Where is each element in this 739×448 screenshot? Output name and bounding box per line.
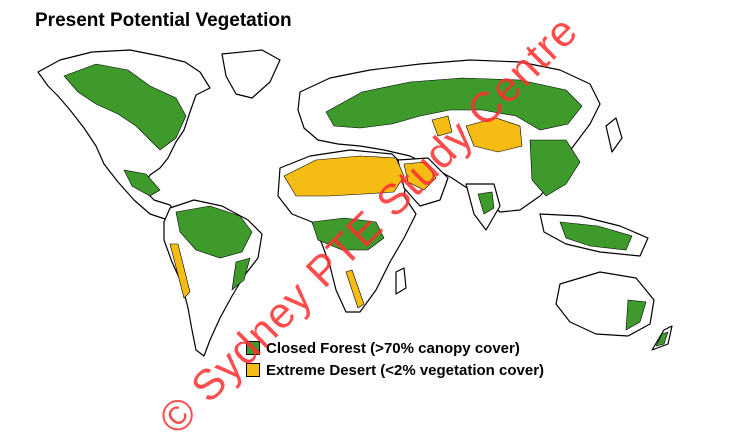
japan — [605, 117, 623, 153]
desert-swatch — [246, 363, 260, 377]
legend-label-forest: Closed Forest (>70% canopy cover) — [266, 339, 520, 357]
forest-east-asia — [529, 139, 581, 197]
extreme-desert-regions — [169, 115, 523, 309]
forest-india — [477, 191, 495, 215]
forest-north-america — [63, 63, 187, 151]
madagascar — [395, 267, 407, 295]
greenland — [221, 49, 281, 99]
closed-forest-regions — [63, 63, 669, 347]
desert-caspian — [431, 115, 453, 137]
forest-brazil-coast — [231, 257, 251, 291]
desert-central-asia — [465, 117, 523, 153]
forest-central-africa — [311, 217, 385, 251]
legend-label-desert: Extreme Desert (<2% vegetation cover) — [266, 361, 545, 379]
desert-arabia — [403, 161, 437, 191]
forest-swatch — [246, 341, 260, 355]
forest-australia-east — [625, 299, 647, 331]
map-legend: Closed Forest (>70% canopy cover) Extrem… — [246, 337, 544, 381]
desert-sahara — [283, 155, 405, 197]
forest-southeast-asia — [559, 221, 633, 251]
forest-central-america — [123, 169, 161, 197]
page-title: Present Potential Vegetation — [35, 10, 292, 31]
legend-item-forest: Closed Forest (>70% canopy cover) — [246, 337, 544, 359]
legend-item-desert: Extreme Desert (<2% vegetation cover) — [246, 359, 544, 381]
forest-europe-asia — [325, 77, 583, 131]
desert-atacama — [169, 243, 191, 299]
forest-new-zealand — [655, 331, 669, 347]
desert-namib — [345, 269, 365, 309]
forest-amazon — [175, 205, 253, 259]
